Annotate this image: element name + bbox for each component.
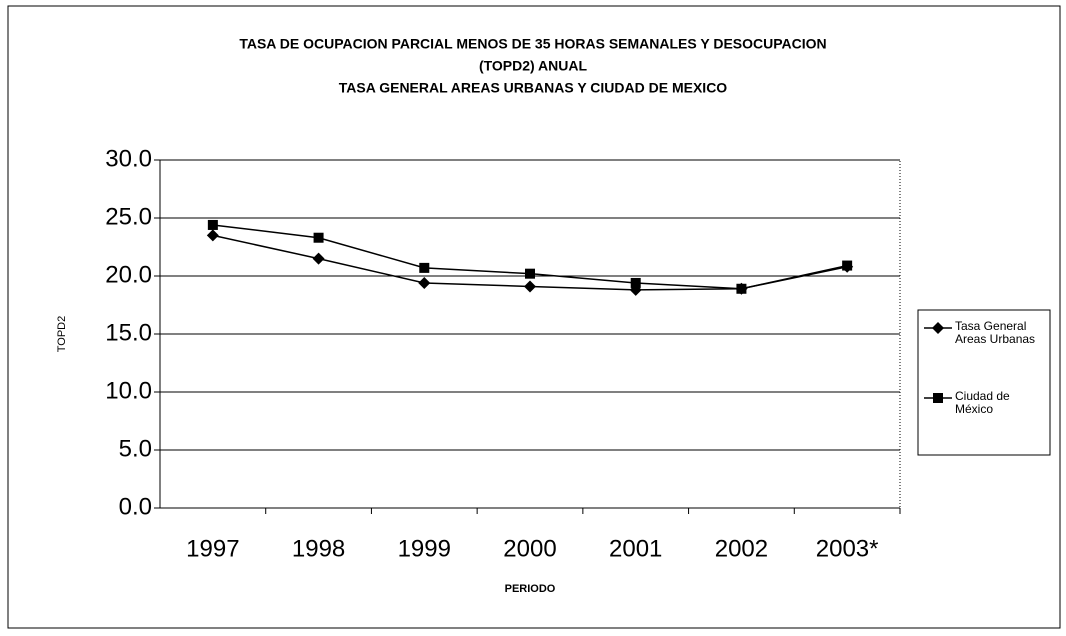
y-tick-label: 30.0 bbox=[105, 145, 152, 172]
marker bbox=[933, 393, 943, 403]
marker bbox=[418, 276, 431, 289]
marker bbox=[206, 229, 219, 242]
x-axis-label: PERIODO bbox=[505, 583, 556, 595]
x-tick-label: 2002 bbox=[715, 535, 768, 562]
marker bbox=[313, 232, 324, 243]
marker bbox=[419, 262, 430, 273]
chart-title: (TOPD2) ANUAL bbox=[479, 58, 588, 74]
y-axis-label: TOPD2 bbox=[56, 316, 68, 352]
marker bbox=[312, 252, 325, 265]
chart-title: TASA DE OCUPACION PARCIAL MENOS DE 35 HO… bbox=[239, 36, 826, 52]
chart-title: TASA GENERAL AREAS URBANAS Y CIUDAD DE M… bbox=[339, 80, 728, 96]
x-tick-label: 2003* bbox=[816, 535, 879, 562]
marker bbox=[736, 283, 747, 294]
y-tick-label: 10.0 bbox=[105, 377, 152, 404]
legend-entry: Tasa General Areas Urbanas bbox=[955, 320, 1036, 346]
y-tick-label: 25.0 bbox=[105, 203, 152, 230]
legend-entry: Ciudad de México bbox=[955, 390, 1010, 416]
x-tick-label: 1999 bbox=[398, 535, 451, 562]
x-tick-label: 2001 bbox=[609, 535, 662, 562]
x-tick-label: 2000 bbox=[503, 535, 556, 562]
marker bbox=[932, 322, 944, 334]
legend-label: Tasa General Areas Urbanas bbox=[955, 320, 1036, 346]
y-tick-label: 20.0 bbox=[105, 261, 152, 288]
y-tick-label: 0.0 bbox=[119, 493, 152, 520]
legend-box bbox=[917, 309, 1051, 456]
marker bbox=[524, 280, 536, 293]
x-tick-label: 1997 bbox=[186, 535, 239, 562]
marker bbox=[842, 260, 853, 271]
marker bbox=[630, 277, 641, 288]
marker bbox=[207, 219, 218, 230]
y-tick-label: 15.0 bbox=[105, 319, 152, 346]
legend-label: Ciudad de México bbox=[955, 390, 1010, 416]
y-tick-label: 5.0 bbox=[119, 435, 152, 462]
chart-frame bbox=[7, 5, 1061, 629]
x-tick-label: 1998 bbox=[292, 535, 345, 562]
marker bbox=[525, 268, 535, 279]
